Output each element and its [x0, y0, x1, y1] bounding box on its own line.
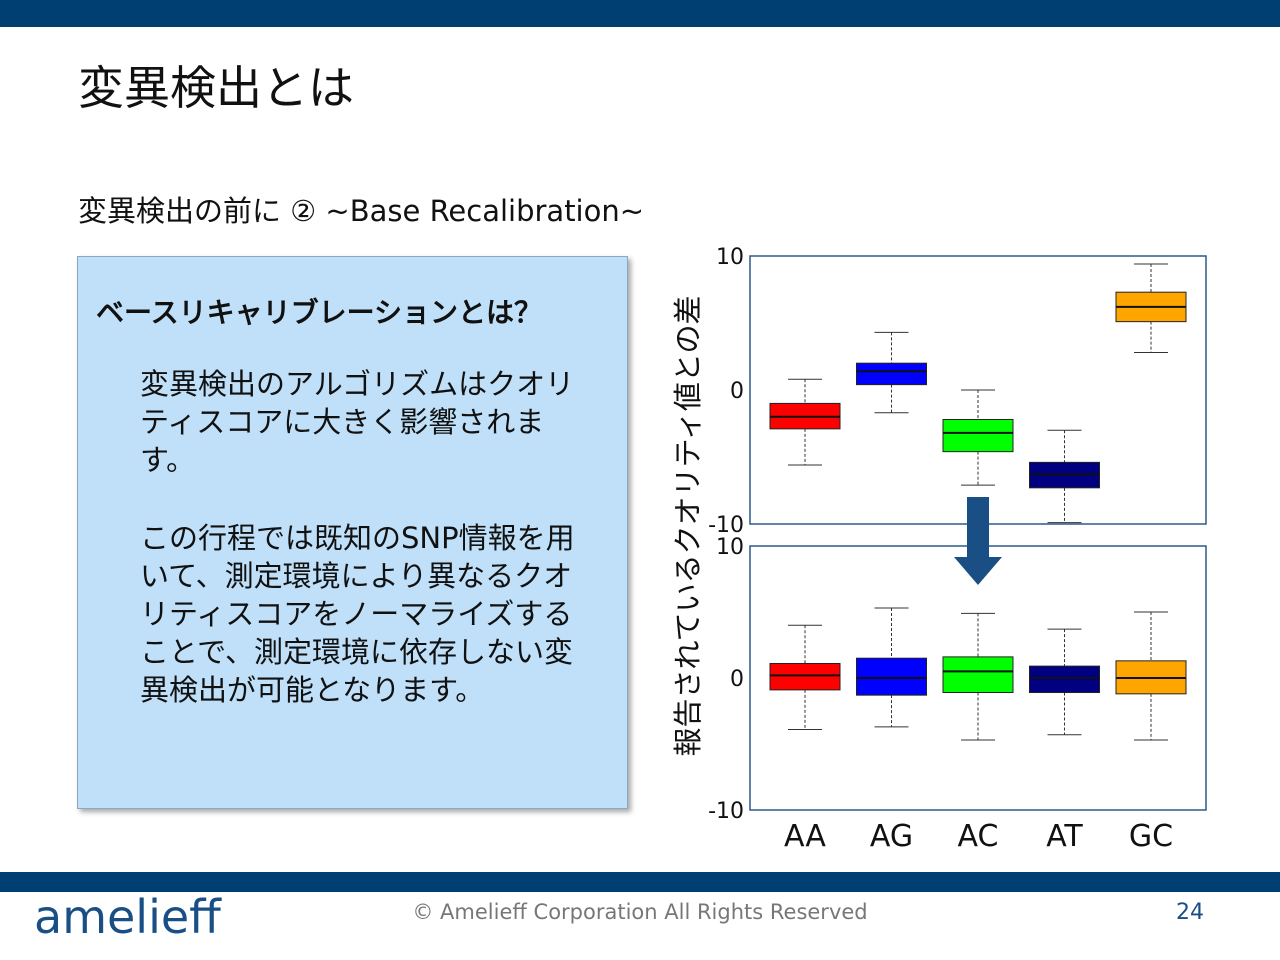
x-tick-label: AG [870, 819, 913, 854]
bottom-bar [0, 872, 1280, 892]
y-tick-label: 10 [716, 535, 744, 560]
amelieff-logo: amelieff [34, 890, 221, 944]
box-ag [856, 657, 927, 696]
down-arrow-shape [954, 497, 1002, 585]
down-arrow-icon [954, 497, 1002, 585]
x-tick-label: AA [784, 819, 826, 854]
box-at [1029, 665, 1100, 694]
slide-title: 変異検出とは [78, 61, 354, 115]
top-bar [0, 0, 1280, 27]
box-ac [942, 656, 1014, 694]
x-tick-label: AC [958, 819, 999, 854]
y-tick-label: 0 [730, 667, 744, 692]
x-tick-label: GC [1129, 819, 1173, 854]
box-ac [942, 418, 1014, 453]
y-tick-label: 0 [730, 379, 744, 404]
y-tick-label: 10 [716, 245, 744, 270]
box-aa [769, 662, 841, 691]
x-tick-label: AT [1046, 819, 1083, 854]
y-tick-label: -10 [708, 513, 744, 538]
copyright-footer: © Amelieff Corporation All Rights Reserv… [0, 900, 1280, 924]
info-box-paragraph-2: この行程では既知のSNP情報を用いて、測定環境により異なるクオリティスコアをノー… [140, 521, 575, 707]
info-box: ベースリキャリブレーションとは？ 変異検出のアルゴリズムはクオリティスコアに大き… [77, 256, 628, 809]
copyright-text: © Amelieff Corporation All Rights Reserv… [412, 900, 868, 924]
info-box-paragraph-1: 変異検出のアルゴリズムはクオリティスコアに大きく影響されます。 [140, 367, 575, 477]
box-ag [856, 362, 927, 386]
info-box-heading: ベースリキャリブレーションとは？ [96, 296, 543, 329]
y-tick-label: -10 [708, 799, 744, 824]
slide-subtitle: 変異検出の前に ② ~Base Recalibration~ [78, 194, 645, 228]
page-number: 24 [1176, 900, 1204, 925]
